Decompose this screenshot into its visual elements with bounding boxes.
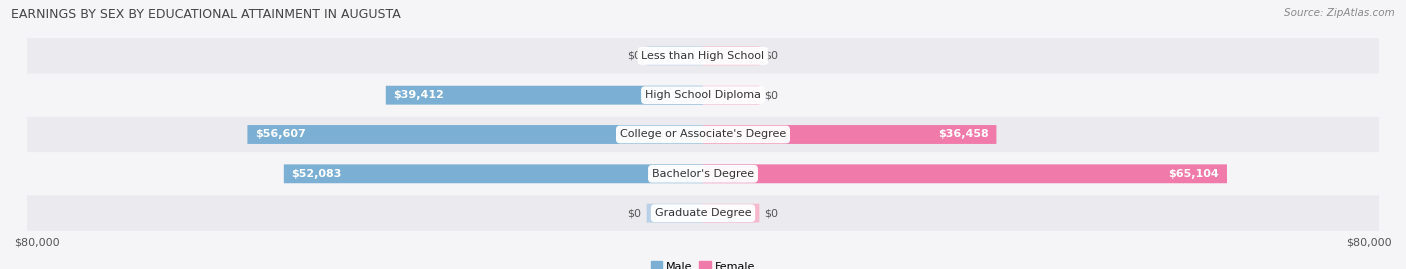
Text: $65,104: $65,104 — [1168, 169, 1219, 179]
FancyBboxPatch shape — [703, 47, 759, 65]
FancyBboxPatch shape — [385, 86, 703, 105]
Text: EARNINGS BY SEX BY EDUCATIONAL ATTAINMENT IN AUGUSTA: EARNINGS BY SEX BY EDUCATIONAL ATTAINMEN… — [11, 8, 401, 21]
Text: High School Diploma: High School Diploma — [645, 90, 761, 100]
FancyBboxPatch shape — [27, 156, 1379, 192]
Text: $80,000: $80,000 — [1347, 238, 1392, 247]
FancyBboxPatch shape — [647, 204, 703, 222]
Text: $0: $0 — [765, 51, 779, 61]
FancyBboxPatch shape — [703, 204, 759, 222]
FancyBboxPatch shape — [703, 86, 759, 105]
Text: $0: $0 — [765, 90, 779, 100]
FancyBboxPatch shape — [703, 125, 997, 144]
Text: $80,000: $80,000 — [14, 238, 59, 247]
Text: Source: ZipAtlas.com: Source: ZipAtlas.com — [1284, 8, 1395, 18]
Text: $0: $0 — [627, 208, 641, 218]
FancyBboxPatch shape — [247, 125, 703, 144]
Text: $52,083: $52,083 — [291, 169, 342, 179]
FancyBboxPatch shape — [647, 47, 703, 65]
FancyBboxPatch shape — [27, 196, 1379, 231]
FancyBboxPatch shape — [27, 77, 1379, 113]
Text: Bachelor's Degree: Bachelor's Degree — [652, 169, 754, 179]
Text: $56,607: $56,607 — [254, 129, 307, 140]
Text: College or Associate's Degree: College or Associate's Degree — [620, 129, 786, 140]
Text: $39,412: $39,412 — [394, 90, 444, 100]
FancyBboxPatch shape — [27, 117, 1379, 152]
Text: $0: $0 — [765, 208, 779, 218]
FancyBboxPatch shape — [703, 164, 1227, 183]
Text: $0: $0 — [627, 51, 641, 61]
FancyBboxPatch shape — [284, 164, 703, 183]
FancyBboxPatch shape — [27, 38, 1379, 73]
Text: $36,458: $36,458 — [938, 129, 988, 140]
Legend: Male, Female: Male, Female — [647, 257, 759, 269]
Text: Graduate Degree: Graduate Degree — [655, 208, 751, 218]
Text: Less than High School: Less than High School — [641, 51, 765, 61]
